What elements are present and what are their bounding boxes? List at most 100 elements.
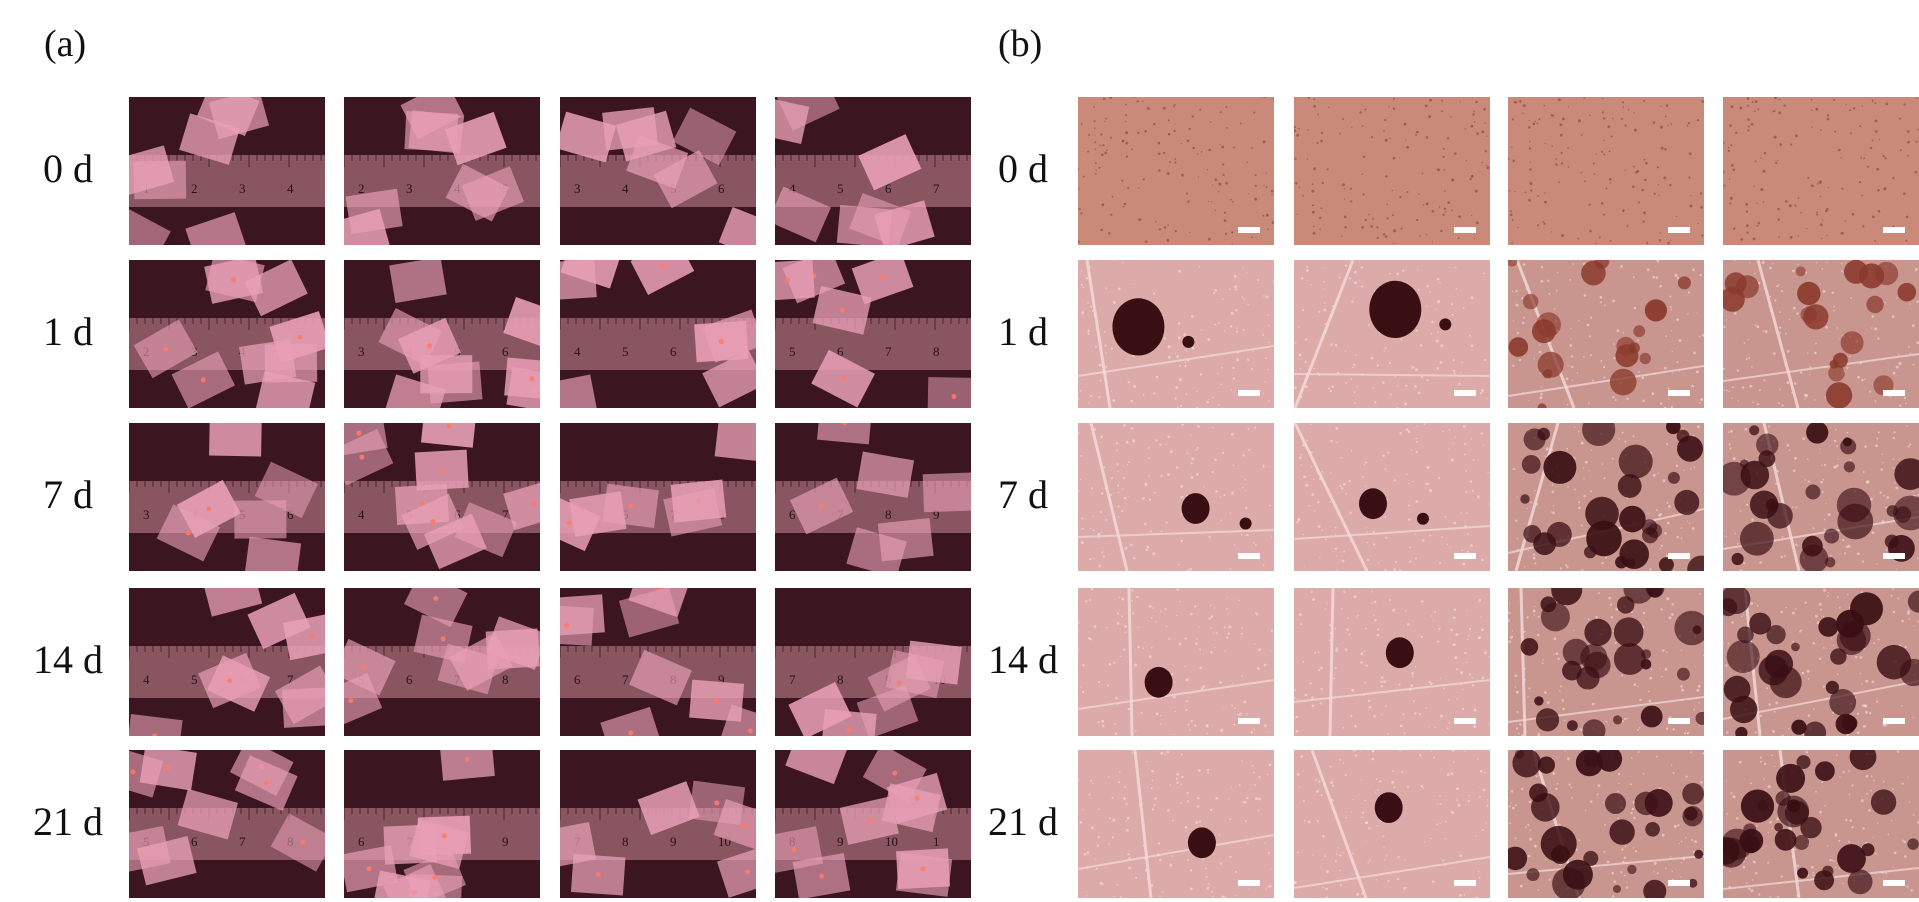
scale-bar — [1883, 880, 1905, 886]
sample-photo: 3456 — [560, 97, 756, 245]
timepoint-label-a: 1 d — [43, 309, 93, 354]
micrograph — [1723, 750, 1919, 898]
svg-text:8: 8 — [502, 672, 509, 687]
micrograph — [1294, 260, 1490, 408]
svg-text:3: 3 — [406, 181, 413, 196]
svg-text:8: 8 — [837, 672, 844, 687]
micrograph — [1294, 423, 1490, 571]
scale-bar — [1883, 227, 1905, 233]
sample-photo: 78910 — [560, 750, 756, 898]
scale-bar — [1238, 718, 1260, 724]
svg-text:9: 9 — [502, 834, 509, 849]
svg-text:9: 9 — [670, 834, 677, 849]
sample-photo: 6789 — [344, 750, 540, 898]
svg-text:7: 7 — [622, 672, 629, 687]
micrograph — [1078, 260, 1274, 408]
scale-bar — [1238, 390, 1260, 396]
svg-text:9: 9 — [933, 507, 940, 522]
svg-text:7: 7 — [502, 507, 509, 522]
svg-text:8: 8 — [933, 344, 940, 359]
sample-photo: 1234 — [129, 97, 325, 245]
sample-photo: 2345 — [129, 260, 325, 408]
sample-photo: 89101 — [775, 750, 971, 898]
svg-text:1: 1 — [933, 834, 940, 849]
sample-photo: 4 5 6 7 — [775, 97, 971, 245]
svg-text:4: 4 — [574, 344, 581, 359]
svg-text:6: 6 — [287, 507, 294, 522]
svg-text:4: 4 — [143, 672, 150, 687]
svg-text:10: 10 — [885, 834, 898, 849]
scale-bar — [1454, 553, 1476, 559]
micrograph — [1508, 260, 1704, 408]
micrograph — [1078, 588, 1274, 736]
svg-text:6: 6 — [885, 181, 892, 196]
svg-text:7: 7 — [239, 834, 246, 849]
svg-text:9: 9 — [718, 672, 725, 687]
svg-text:2: 2 — [358, 181, 365, 196]
svg-text:3: 3 — [358, 344, 365, 359]
timepoint-label-a: 21 d — [33, 799, 103, 844]
scale-bar — [1454, 880, 1476, 886]
timepoint-label-b: 21 d — [988, 799, 1058, 844]
svg-text:8: 8 — [622, 834, 629, 849]
micrograph — [1078, 97, 1274, 245]
scale-bar — [1668, 553, 1690, 559]
svg-text:6: 6 — [789, 507, 796, 522]
svg-text:6: 6 — [837, 344, 844, 359]
micrograph — [1723, 588, 1919, 736]
micrograph — [1078, 750, 1274, 898]
svg-text:7: 7 — [933, 181, 940, 196]
micrograph — [1508, 423, 1704, 571]
svg-text:4: 4 — [789, 181, 796, 196]
timepoint-label-b: 0 d — [998, 146, 1048, 191]
scale-bar — [1668, 390, 1690, 396]
scale-bar — [1454, 718, 1476, 724]
svg-text:5: 5 — [837, 181, 844, 196]
svg-text:4: 4 — [622, 181, 629, 196]
sample-photo: 2345 — [344, 97, 540, 245]
svg-text:8: 8 — [885, 507, 892, 522]
svg-text:5: 5 — [789, 344, 796, 359]
svg-text:4: 4 — [287, 181, 294, 196]
svg-text:6: 6 — [358, 834, 365, 849]
svg-text:5: 5 — [622, 344, 629, 359]
scale-bar — [1883, 718, 1905, 724]
timepoint-label-b: 7 d — [998, 472, 1048, 517]
sample-photo: 3456 — [344, 260, 540, 408]
timepoint-label-b: 1 d — [998, 309, 1048, 354]
micrograph — [1723, 260, 1919, 408]
svg-text:6: 6 — [406, 672, 413, 687]
scale-bar — [1238, 227, 1260, 233]
scale-bar — [1238, 553, 1260, 559]
scale-bar — [1238, 880, 1260, 886]
micrograph — [1294, 750, 1490, 898]
scale-bar — [1454, 390, 1476, 396]
micrograph — [1723, 97, 1919, 245]
svg-text:4: 4 — [358, 507, 365, 522]
timepoint-label-a: 0 d — [43, 146, 93, 191]
micrograph — [1294, 97, 1490, 245]
sample-photo: 78910 — [775, 588, 971, 736]
scale-bar — [1668, 880, 1690, 886]
micrograph — [1508, 750, 1704, 898]
sample-photo: 6789 — [560, 588, 756, 736]
svg-text:9: 9 — [837, 834, 844, 849]
sample-photo: 3456 — [129, 423, 325, 571]
micrograph — [1508, 588, 1704, 736]
svg-text:2: 2 — [191, 181, 198, 196]
panel-a-label: (a) — [44, 23, 87, 65]
svg-text:7: 7 — [287, 672, 294, 687]
svg-text:3: 3 — [574, 181, 581, 196]
svg-text:6: 6 — [502, 344, 509, 359]
scale-bar — [1668, 718, 1690, 724]
timepoint-label-b: 14 d — [988, 637, 1058, 682]
scale-bar — [1883, 390, 1905, 396]
svg-text:5: 5 — [191, 672, 198, 687]
micrograph — [1723, 423, 1919, 571]
svg-text:6: 6 — [191, 834, 198, 849]
micrograph — [1294, 588, 1490, 736]
